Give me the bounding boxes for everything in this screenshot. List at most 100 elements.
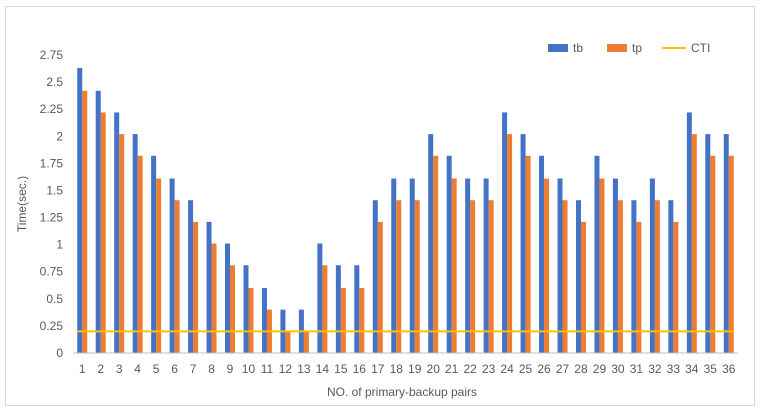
legend-label-tp: tp	[632, 41, 642, 55]
x-tick-label: 30	[611, 362, 625, 376]
bar-tp	[100, 112, 106, 354]
y-tick-label: 1	[56, 238, 63, 252]
y-tick-label: 0.75	[40, 265, 64, 279]
bar-tp	[137, 155, 143, 353]
bar-tb	[668, 200, 674, 353]
bar-tb	[723, 134, 729, 353]
y-tick-label: 0.5	[46, 292, 63, 306]
legend-label-tb: tb	[573, 41, 583, 55]
x-tick-label: 16	[353, 362, 367, 376]
bar-tb	[354, 265, 360, 353]
bar-tb	[261, 287, 267, 353]
bar-tp	[544, 178, 550, 353]
y-tick-label: 1.75	[40, 156, 64, 170]
bar-tp	[470, 200, 476, 353]
x-tick-label: 5	[153, 362, 160, 376]
bar-tp	[248, 287, 254, 353]
x-tick-label: 8	[208, 362, 215, 376]
bar-tp	[507, 134, 513, 353]
bar-tp	[174, 200, 180, 353]
x-tick-label: 9	[227, 362, 234, 376]
bar-tp	[230, 265, 236, 353]
bar-tb	[391, 178, 397, 353]
bar-tp	[525, 155, 531, 353]
bar-tp	[599, 178, 605, 353]
x-tick-label: 26	[537, 362, 551, 376]
x-tick-label: 33	[667, 362, 681, 376]
bar-tb	[483, 178, 489, 353]
x-tick-label: 19	[408, 362, 422, 376]
x-axis-ticks: 1 2 3 4 5 6 7 8 9 10 11 12 13 14 15 16 17 18 19 20 21 22 23 24 2…	[79, 362, 736, 376]
x-tick-label: 10	[242, 362, 256, 376]
x-tick-label: 20	[427, 362, 441, 376]
x-tick-label: 13	[297, 362, 311, 376]
y-tick-label: 0.25	[40, 319, 64, 333]
bar-tb	[539, 155, 545, 353]
bar-tp	[654, 200, 660, 353]
bar-tb	[151, 155, 157, 353]
bar-tb	[132, 134, 138, 353]
bar-tp	[82, 90, 88, 353]
bar-tp	[285, 331, 291, 353]
x-tick-label: 35	[704, 362, 718, 376]
x-tick-label: 4	[134, 362, 141, 376]
x-tick-label: 29	[593, 362, 607, 376]
y-tick-label: 1.5	[46, 183, 63, 197]
x-tick-label: 11	[261, 362, 274, 376]
bar-tb	[114, 112, 120, 354]
bar-tb	[77, 68, 83, 353]
x-tick-label: 25	[519, 362, 533, 376]
bar-tb	[372, 200, 378, 353]
x-axis-title: NO. of primary-backup pairs	[327, 385, 477, 399]
bar-tp	[377, 221, 383, 353]
bar-tb	[335, 265, 341, 353]
x-tick-label: 31	[630, 362, 644, 376]
bar-tp	[414, 200, 420, 353]
x-tick-label: 6	[171, 362, 178, 376]
bar-tb	[465, 178, 471, 353]
x-tick-label: 7	[190, 362, 197, 376]
bars	[77, 68, 734, 354]
bar-tp	[710, 155, 716, 353]
bar-tp	[340, 287, 346, 353]
bar-tb	[95, 90, 101, 353]
bar-tp	[580, 221, 586, 353]
bar-tb	[705, 134, 711, 353]
bar-tp	[433, 155, 439, 353]
bar-tp	[396, 200, 402, 353]
y-axis-title: Time(sec.)	[15, 176, 29, 232]
bar-tb	[686, 112, 692, 354]
x-tick-label: 14	[316, 362, 330, 376]
bar-tp	[359, 287, 365, 353]
bar-tp	[119, 134, 125, 353]
y-tick-label: 2.5	[46, 75, 63, 89]
bar-tb	[243, 265, 249, 353]
bar-tp	[617, 200, 623, 353]
bar-tp	[322, 265, 328, 353]
y-tick-label: 2.75	[40, 48, 64, 62]
x-tick-label: 15	[334, 362, 348, 376]
x-tick-label: 21	[445, 362, 459, 376]
bar-tb	[317, 243, 323, 353]
y-tick-label: 0	[56, 346, 63, 360]
bar-tb	[649, 178, 655, 353]
x-tick-label: 32	[648, 362, 662, 376]
x-tick-label: 34	[685, 362, 699, 376]
bar-tp	[673, 221, 679, 353]
bar-tb	[502, 112, 508, 354]
x-tick-label: 12	[279, 362, 293, 376]
bar-tb	[520, 134, 526, 353]
bar-tb	[631, 200, 637, 353]
bar-tb	[206, 221, 212, 353]
y-tick-label: 2	[56, 129, 63, 143]
x-tick-label: 17	[371, 362, 385, 376]
x-tick-label: 18	[390, 362, 404, 376]
bar-tb	[557, 178, 563, 353]
bar-tp	[303, 331, 309, 353]
bar-tb	[409, 178, 415, 353]
x-tick-label: 24	[500, 362, 514, 376]
bar-tp	[728, 155, 734, 353]
legend-swatch-tb	[548, 44, 568, 52]
y-tick-label: 1.25	[40, 211, 64, 225]
